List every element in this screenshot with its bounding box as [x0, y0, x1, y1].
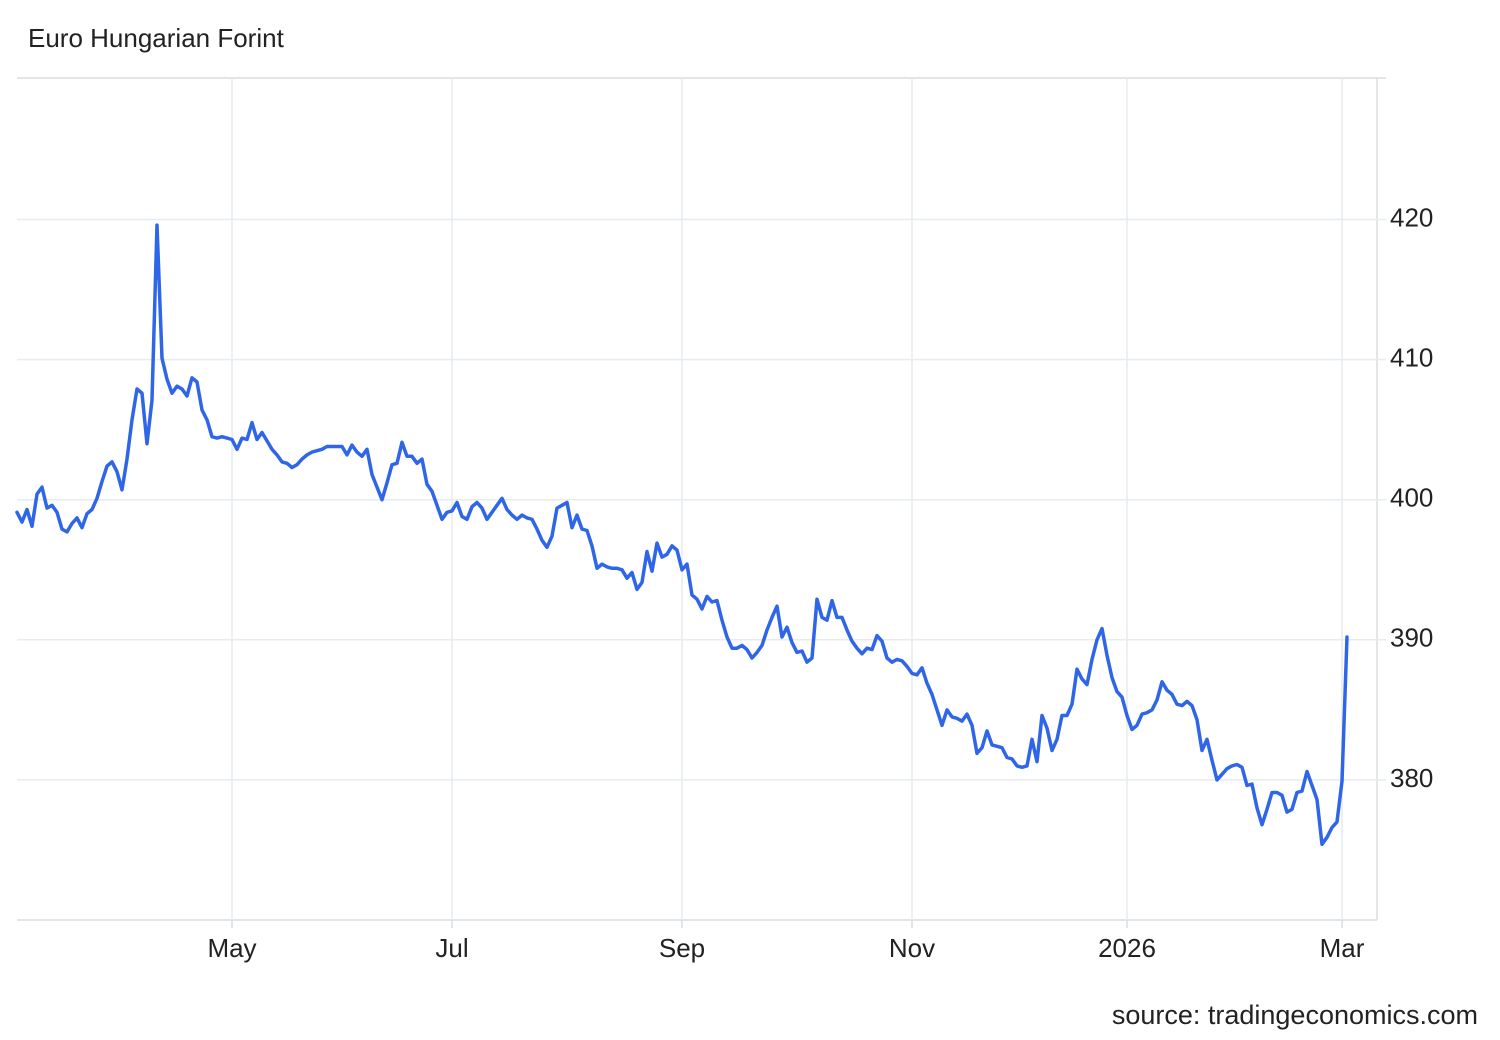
- x-tick-label: Jul: [435, 933, 468, 963]
- x-tick-label: Nov: [889, 933, 935, 963]
- source: source: tradingeconomics.com: [1112, 1000, 1478, 1030]
- x-tick-label: May: [207, 933, 256, 963]
- y-tick-label: 410: [1390, 342, 1433, 372]
- y-tick-label: 390: [1390, 623, 1433, 653]
- chart-title: Euro Hungarian Forint: [28, 23, 285, 53]
- x-tick-label: 2026: [1098, 933, 1156, 963]
- y-tick-label: 380: [1390, 763, 1433, 793]
- price-line: [15, 223, 1349, 847]
- x-tick-label: Sep: [659, 933, 705, 963]
- y-tick-label: 420: [1390, 202, 1433, 232]
- x-tick-label: Mar: [1320, 933, 1365, 963]
- y-tick-label: 400: [1390, 483, 1433, 513]
